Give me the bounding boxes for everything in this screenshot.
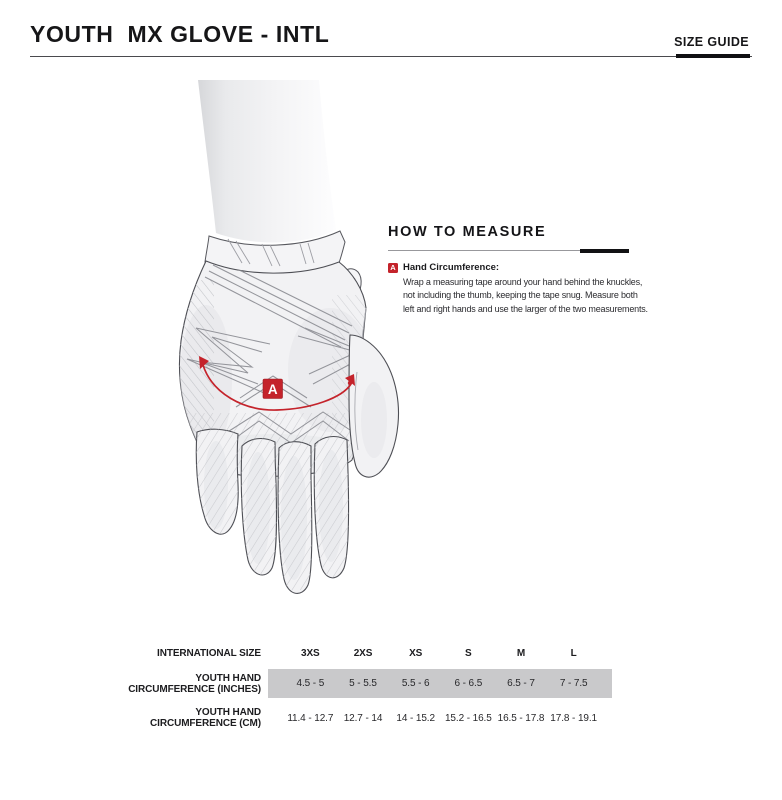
table-row: YOUTH HAND CIRCUMFERENCE (INCHES) 4.5 - … [120, 669, 612, 698]
divider-thin-line [388, 250, 629, 251]
size-cell: 5.5 - 6 [401, 678, 430, 689]
size-cell: 6 - 6.5 [454, 678, 483, 689]
measure-step-body: Wrap a measuring tape around your hand b… [403, 277, 648, 314]
table-row: YOUTH HAND CIRCUMFERENCE (CM) 11.4 - 12.… [120, 701, 612, 735]
size-cell: 12.7 - 14 [343, 712, 383, 724]
size-cell: 14 - 15.2 [396, 712, 435, 724]
row-label: INTERNATIONAL SIZE [157, 647, 261, 659]
row-label: YOUTH HAND CIRCUMFERENCE (CM) [150, 707, 261, 729]
row-values: 3XS 2XS XS S M L [268, 641, 612, 665]
row-values: 11.4 - 12.7 12.7 - 14 14 - 15.2 15.2 - 1… [268, 701, 612, 735]
measurement-line [199, 356, 355, 411]
divider-accent-line [580, 249, 629, 253]
glove-thumb [348, 334, 400, 478]
how-to-measure-section: HOW TO MEASURE [388, 224, 629, 253]
size-cell: L [570, 647, 577, 659]
table-row: INTERNATIONAL SIZE 3XS 2XS XS S M L [120, 641, 612, 665]
size-cell: 3XS [301, 647, 320, 659]
size-cell: 17.8 - 19.1 [550, 712, 598, 724]
size-cell: S [465, 647, 472, 659]
row-label: YOUTH HAND CIRCUMFERENCE (INCHES) [128, 672, 261, 695]
size-cell: 2XS [353, 647, 373, 659]
how-to-measure-divider [388, 249, 629, 253]
size-guide-active-underline [676, 54, 750, 58]
marker-a-icon: A [388, 263, 398, 273]
how-to-measure-heading: HOW TO MEASURE [388, 224, 547, 240]
size-table: INTERNATIONAL SIZE 3XS 2XS XS S M L YOUT… [120, 641, 612, 735]
row-values-highlighted: 4.5 - 5 5 - 5.5 5.5 - 6 6 - 6.5 6.5 - 7 … [268, 669, 612, 698]
size-cell: 7 - 7.5 [559, 678, 588, 689]
size-cell: 4.5 - 5 [296, 678, 325, 689]
measure-step-text: Hand Circumference: Wrap a measuring tap… [403, 262, 648, 316]
size-cell: 15.2 - 16.5 [444, 712, 492, 724]
size-cell: 5 - 5.5 [349, 678, 377, 689]
size-guide-link[interactable]: SIZE GUIDE [674, 35, 749, 49]
size-cell: 16.5 - 17.8 [497, 712, 545, 724]
marker-letter: A [268, 382, 278, 397]
forearm [198, 80, 336, 243]
size-cell: 11.4 - 12.7 [287, 712, 334, 724]
size-cell: M [516, 647, 526, 659]
header-divider [30, 56, 752, 57]
size-cell: XS [409, 647, 423, 659]
size-cell: 6.5 - 7 [507, 678, 535, 689]
glove-fingers [195, 428, 350, 594]
measure-step-a: A Hand Circumference: Wrap a measuring t… [388, 262, 648, 316]
page-title: YOUTH MX GLOVE - INTL [30, 21, 330, 47]
measurement-marker-a: A [262, 378, 283, 399]
measure-step-title: Hand Circumference: [403, 262, 500, 273]
